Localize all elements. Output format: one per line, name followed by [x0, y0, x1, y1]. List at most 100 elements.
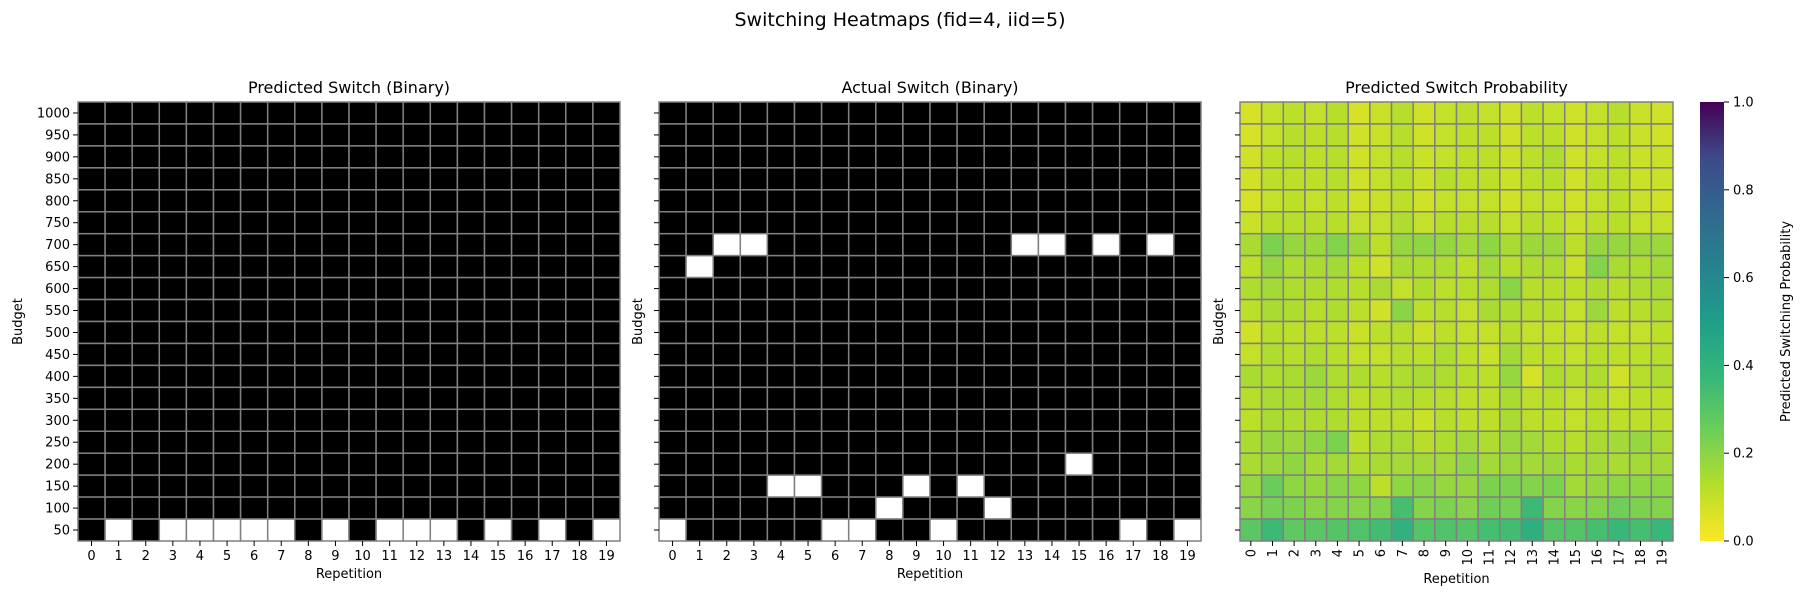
heatmap-cell	[483, 452, 513, 476]
heatmap-cell	[1585, 518, 1609, 542]
heatmap-cell	[456, 320, 486, 345]
colorbar: 0.0 0.2 0.4 0.6 0.8 1.0 Predicted Switching Pr…	[1700, 96, 1794, 550]
heatmap-cell	[456, 452, 486, 476]
heatmap-cell	[239, 254, 269, 279]
heatmap-cell	[1037, 189, 1067, 213]
heatmap-cell	[1091, 474, 1121, 498]
heatmap-cell	[1412, 189, 1436, 213]
heatmap-cell	[1499, 518, 1523, 542]
heatmap-cell	[1146, 189, 1175, 213]
heatmap-cell	[212, 496, 242, 520]
heatmap-cell	[348, 123, 377, 147]
heatmap-cell	[1325, 101, 1349, 125]
heatmap-cell	[1520, 430, 1544, 454]
heatmap-cell	[1564, 276, 1588, 301]
heatmap-cell	[1037, 342, 1067, 367]
y-tick-label: 350	[45, 392, 70, 407]
heatmap-cell	[131, 320, 161, 345]
heatmap-cell	[1628, 496, 1653, 520]
heatmap-cell	[1146, 276, 1175, 301]
heatmap-cell	[510, 254, 540, 279]
heatmap-cell	[1434, 145, 1458, 169]
heatmap-cell	[820, 167, 850, 191]
heatmap-cell	[185, 298, 215, 323]
heatmap-cell	[1455, 496, 1479, 520]
heatmap-cell	[1390, 189, 1414, 213]
heatmap-cell	[1037, 386, 1067, 411]
heatmap-cell	[1118, 123, 1148, 147]
x-axis-label: Repetition	[1423, 572, 1489, 587]
heatmap-cell	[565, 298, 594, 323]
heatmap-cell	[294, 518, 323, 542]
heatmap-cell	[483, 518, 513, 542]
heatmap-cell	[1282, 123, 1306, 147]
heatmap-cell	[983, 276, 1013, 301]
heatmap-cell	[793, 408, 823, 432]
heatmap-cell	[1325, 254, 1349, 279]
heatmap-cell	[456, 298, 486, 323]
heatmap-cell	[1455, 167, 1479, 191]
heatmap-cell	[1650, 518, 1674, 542]
heatmap-cell	[1146, 474, 1175, 498]
heatmap-cell	[1499, 123, 1523, 147]
heatmap-cell	[1369, 276, 1393, 301]
heatmap-cell	[592, 123, 621, 147]
heatmap-cell	[402, 408, 432, 432]
heatmap-cell	[402, 232, 432, 257]
heatmap-cell	[739, 430, 769, 454]
heatmap-cell	[483, 364, 513, 389]
heatmap-cell	[1607, 518, 1631, 542]
x-tick-label: 18	[1152, 549, 1169, 564]
heatmap-cell	[1037, 518, 1067, 542]
heatmap-cell	[983, 518, 1013, 542]
heatmap-cell	[739, 386, 769, 411]
heatmap-cell	[212, 167, 242, 191]
heatmap-cell	[1650, 298, 1674, 323]
heatmap-cell	[1260, 496, 1285, 520]
heatmap-cell	[592, 320, 621, 345]
heatmap-cell	[983, 101, 1013, 125]
heatmap-cell	[429, 496, 459, 520]
heatmap-cell	[1455, 386, 1479, 411]
heatmap-cell	[1118, 474, 1148, 498]
heatmap-cell	[1146, 342, 1175, 367]
heatmap-cell	[1239, 189, 1263, 213]
heatmap-cell	[1628, 452, 1653, 476]
heatmap-cell	[1412, 342, 1436, 367]
heatmap-cell	[348, 254, 377, 279]
heatmap-cell	[739, 189, 769, 213]
heatmap-cell	[565, 386, 594, 411]
heatmap-cell	[131, 518, 161, 542]
heatmap-cell	[658, 123, 687, 147]
heatmap-cell	[1628, 254, 1653, 279]
heatmap-cell	[1064, 408, 1094, 432]
heatmap-cell	[348, 167, 377, 191]
heatmap-cell	[456, 211, 486, 235]
heatmap-cell	[1173, 189, 1202, 213]
heatmap-cell	[131, 101, 161, 125]
heatmap-cell	[1347, 320, 1371, 345]
heatmap-cell	[875, 276, 904, 301]
heatmap-cell	[321, 518, 350, 542]
heatmap-cell	[375, 364, 404, 389]
heatmap-cell	[712, 452, 742, 476]
heatmap-cell	[1239, 474, 1263, 498]
heatmap-cell	[266, 232, 296, 257]
heatmap-cell	[429, 254, 459, 279]
heatmap-cell	[483, 189, 513, 213]
heatmap-cell	[266, 254, 296, 279]
heatmap-cell	[1412, 452, 1436, 476]
heatmap-cell	[1010, 386, 1040, 411]
x-tick-label: 12	[408, 549, 425, 564]
heatmap-cell	[456, 386, 486, 411]
x-tick-label: 19	[1656, 549, 1671, 566]
heatmap-cell	[1118, 189, 1148, 213]
heatmap-cell	[77, 320, 106, 345]
heatmap-cell	[1650, 211, 1674, 235]
heatmap-cell	[456, 167, 486, 191]
heatmap-cell	[739, 452, 769, 476]
heatmap-cell	[902, 430, 931, 454]
heatmap-cell	[983, 167, 1013, 191]
heatmap-cell	[793, 232, 823, 257]
